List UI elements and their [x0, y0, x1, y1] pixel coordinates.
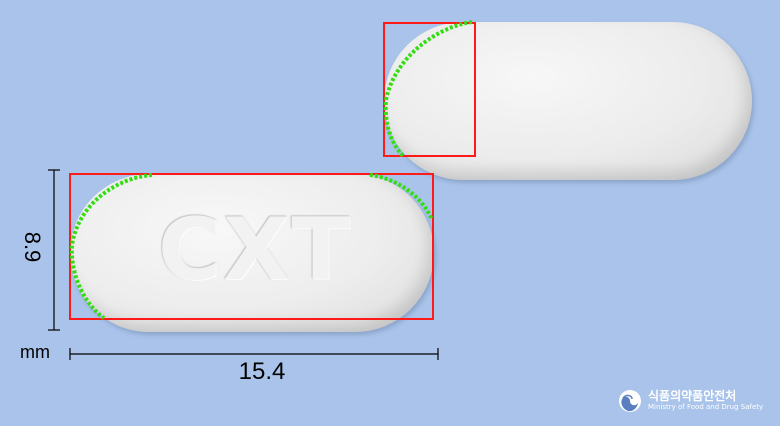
edge-trace-bottom-left: [69, 173, 153, 320]
logo-korean-text: 식품의약품안전처: [648, 389, 737, 403]
logo-english-text: Ministry of Food and Drug Safety: [648, 403, 764, 411]
detection-box-top: [383, 22, 476, 157]
unit-label: mm: [20, 342, 50, 362]
pill-front-side: [70, 174, 434, 332]
mfds-emblem-icon: [619, 390, 641, 412]
edge-trace-top: [383, 20, 473, 159]
pill-imprint-text: CXT: [157, 200, 353, 300]
length-value: 15.4: [238, 358, 286, 385]
height-value: 8.9: [20, 231, 45, 263]
length-dimension-line: [69, 348, 439, 360]
mfds-logo: 식품의약품안전처 Ministry of Food and Drug Safet…: [618, 387, 778, 417]
pill-back-side: [384, 22, 752, 180]
edge-trace-bottom-right: [369, 173, 434, 221]
height-dimension-line: [48, 169, 60, 331]
